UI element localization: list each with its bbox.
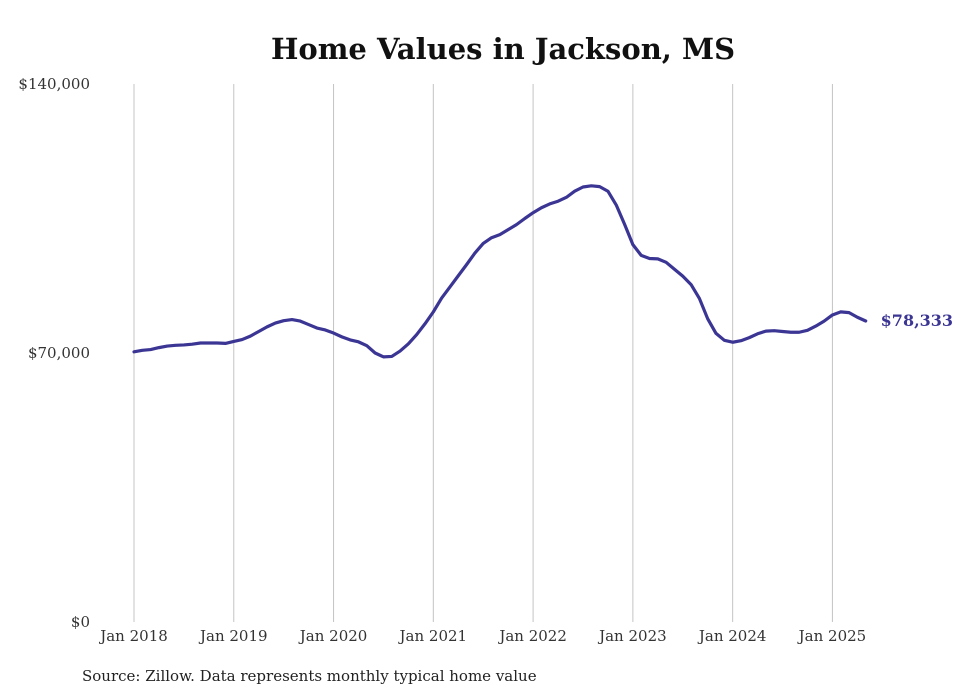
chart-title: Home Values in Jackson, MS <box>271 32 735 66</box>
x-tick-label: Jan 2023 <box>597 627 667 645</box>
grid-lines <box>133 84 833 622</box>
x-axis-ticks: Jan 2018 Jan 2019 Jan 2020 Jan 2021 Jan 2022… <box>98 627 866 645</box>
x-tick-label: Jan 2024 <box>697 627 767 645</box>
x-tick-label: Jan 2022 <box>497 627 567 645</box>
x-tick-label: Jan 2020 <box>298 627 368 645</box>
y-tick-label: $140,000 <box>18 75 90 93</box>
x-tick-label: Jan 2018 <box>98 627 168 645</box>
series-line-home-value <box>132 184 868 359</box>
y-tick-label: $0 <box>71 613 90 631</box>
line-chart: Home Values in Jackson, MS $0 $70,000 $140… <box>18 32 953 645</box>
x-tick-label: Jan 2025 <box>797 627 867 645</box>
source-note: Source: Zillow. Data represents monthly … <box>82 667 537 685</box>
end-value-label: $78,333 <box>881 311 953 330</box>
x-tick-label: Jan 2019 <box>198 627 268 645</box>
y-tick-label: $70,000 <box>28 344 90 362</box>
x-tick-label: Jan 2021 <box>398 627 468 645</box>
y-axis-ticks: $0 $70,000 $140,000 <box>18 75 90 631</box>
